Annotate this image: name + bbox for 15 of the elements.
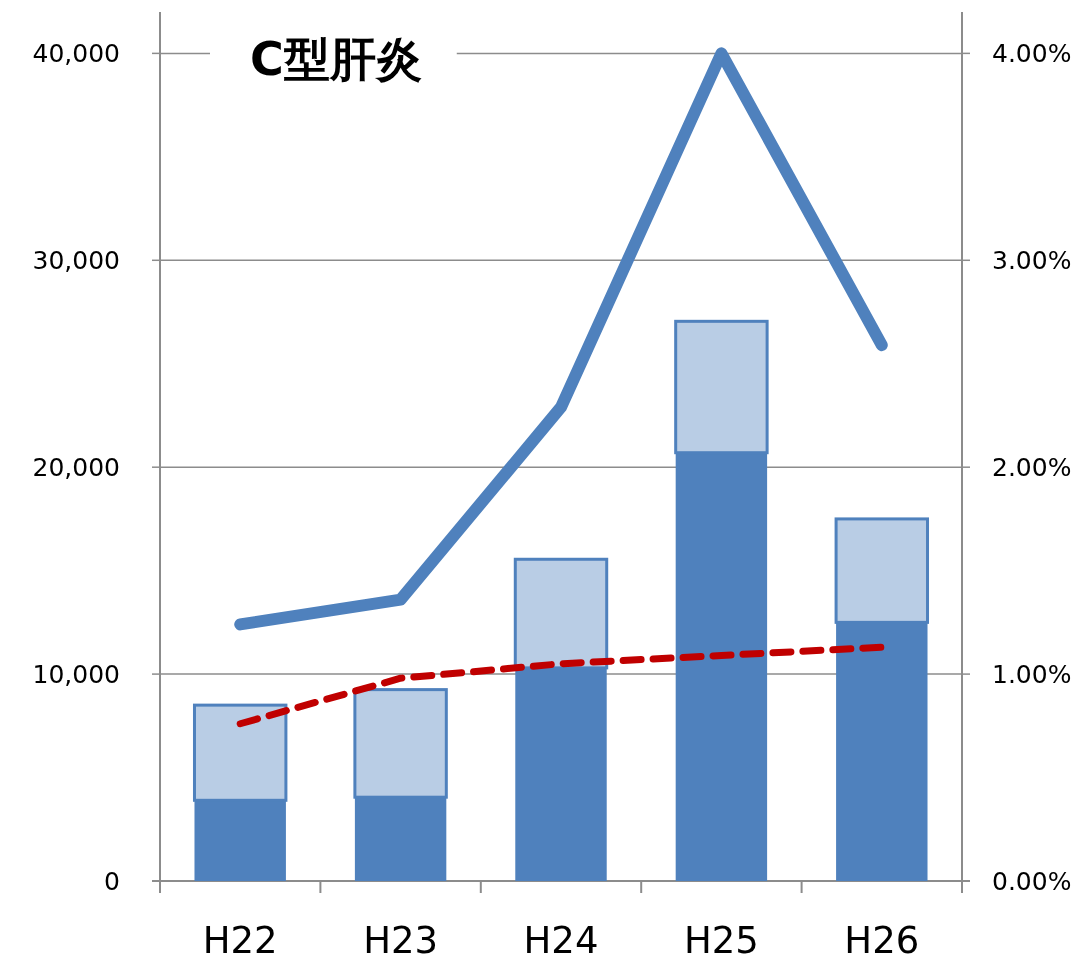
y-tick-label: 30,000 xyxy=(32,246,120,276)
y-tick-label: 0 xyxy=(104,867,120,896)
x-tick-label: H25 xyxy=(683,919,759,955)
x-tick-label: H22 xyxy=(202,919,278,955)
y2-tick-label: 2.00% xyxy=(992,453,1072,483)
y-tick-label: 10,000 xyxy=(32,660,120,690)
y2-tick-label: 0.00% xyxy=(992,867,1072,896)
x-tick-label: H23 xyxy=(363,919,439,955)
y2-tick-label: 4.00% xyxy=(992,39,1072,69)
y2-tick-label: 3.00% xyxy=(992,246,1072,276)
x-tick-label: H24 xyxy=(523,919,599,955)
y-tick-label: 20,000 xyxy=(32,453,120,483)
y-tick-label: 40,000 xyxy=(32,39,120,69)
x-tick-label: H26 xyxy=(844,919,920,955)
y2-tick-label: 1.00% xyxy=(992,660,1072,690)
